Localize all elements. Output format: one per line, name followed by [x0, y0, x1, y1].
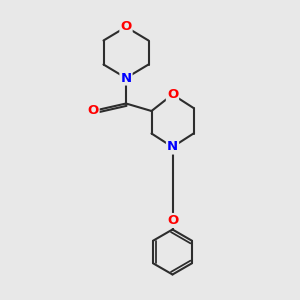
Text: O: O [120, 20, 132, 34]
Text: O: O [87, 104, 99, 118]
Text: N: N [120, 71, 132, 85]
Text: O: O [167, 214, 178, 227]
Text: N: N [167, 140, 178, 154]
Text: O: O [167, 88, 178, 101]
